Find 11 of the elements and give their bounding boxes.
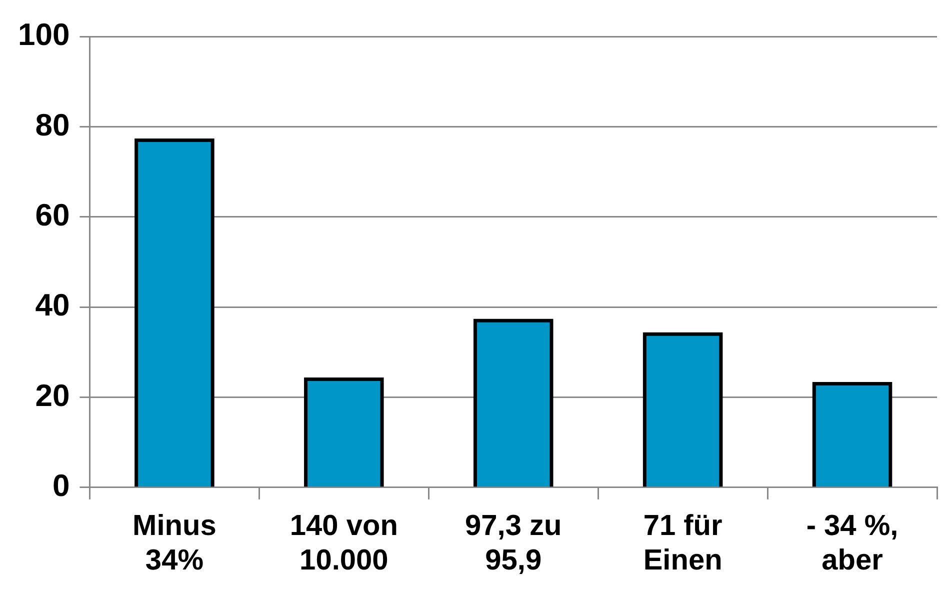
x-tick-label: 140 von 10.000: [290, 510, 398, 577]
y-tick-label: 20: [35, 378, 70, 413]
y-tick-label: 40: [35, 288, 70, 323]
y-tick-label: 100: [18, 17, 70, 52]
x-tick-label: 71 für Einen: [643, 510, 722, 577]
x-tick-label: Minus 34%: [132, 510, 216, 577]
x-tick-label: 97,3 zu 95,9: [465, 510, 562, 577]
y-tick-label: 0: [52, 468, 70, 503]
x-tick-label: - 34 %, aber: [806, 510, 898, 577]
y-tick-label: 80: [35, 107, 70, 142]
y-tick-label: 60: [35, 197, 70, 232]
